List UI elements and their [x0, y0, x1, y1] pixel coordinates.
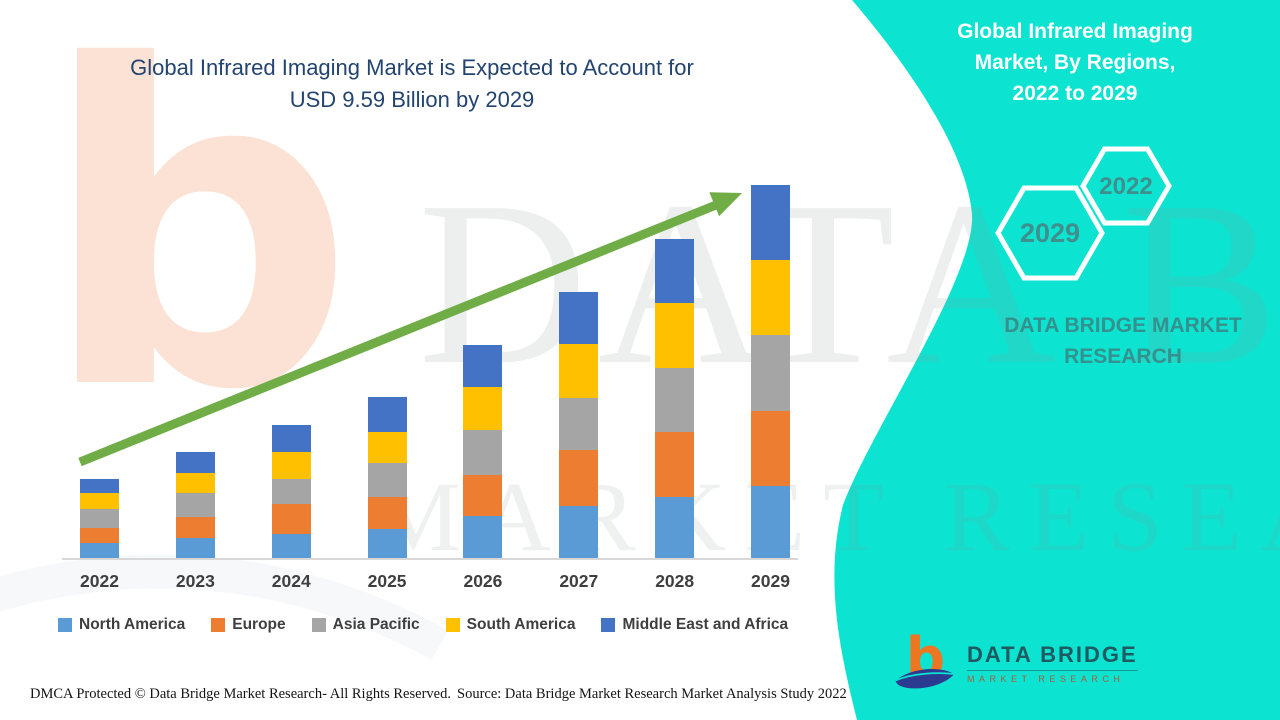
bar-2027-asia-pacific: [559, 397, 599, 450]
panel-title-line1: Global Infrared Imaging: [957, 20, 1193, 43]
legend-label-europe: Europe: [232, 616, 286, 633]
x-axis-label-2026: 2026: [463, 571, 503, 591]
legend-swatch-north-america: [58, 618, 72, 632]
bar-2025-south-america: [367, 431, 407, 464]
legend-swatch-asia-pacific: [311, 618, 326, 632]
watermark-text-line2: MARKET RESEARCH: [372, 461, 1280, 572]
chart-title: Global Infrared Imaging Market is Expect…: [60, 52, 764, 116]
bar-2022-north-america: [80, 542, 119, 558]
legend-item-europe: Europe: [211, 616, 286, 634]
bar-2024-south-america: [271, 452, 311, 480]
x-axis-line: [62, 558, 798, 560]
bar-2027-south-america: [559, 343, 599, 398]
legend-swatch-middle-east-and-africa: [601, 618, 616, 632]
bar-2024-asia-pacific: [271, 479, 311, 504]
legend-swatch-south-america: [445, 618, 460, 632]
legend-label-asia-pacific: Asia Pacific: [332, 616, 420, 633]
legend-item-asia-pacific: Asia Pacific: [311, 616, 420, 634]
legend-item-south-america: South America: [445, 616, 576, 634]
bar-2026-asia-pacific: [463, 430, 503, 476]
legend-swatch-europe: [211, 618, 226, 632]
bar-2029-south-america: [751, 260, 791, 336]
footer-logo-rule: [967, 670, 1138, 671]
bar-2022-south-america: [80, 492, 119, 509]
bar-2023-europe: [175, 517, 215, 539]
bar-2027-north-america: [559, 505, 599, 558]
bar-2028-south-america: [655, 302, 695, 368]
bar-2024-middle-east-and-africa: [271, 425, 311, 453]
bar-2024-north-america: [271, 533, 311, 558]
panel-title-line3: 2022 to 2029: [1012, 82, 1138, 105]
data-bridge-logo-icon: b: [895, 630, 955, 690]
chart-title-line2: USD 9.59 Billion by 2029: [289, 87, 535, 112]
panel-title-line2: Market, By Regions,: [974, 51, 1176, 74]
bar-2025-middle-east-and-africa: [367, 396, 407, 432]
footer-logo: b DATA BRIDGE MARKET RESEARCH: [893, 630, 1138, 696]
legend-item-north-america: North America: [58, 616, 185, 634]
brand-note: DATA BRIDGE MARKET RESEARCH: [1004, 314, 1242, 368]
bar-2022-asia-pacific: [80, 508, 119, 528]
logo-swoosh: [895, 668, 955, 689]
bar-2027-middle-east-and-africa: [559, 291, 599, 344]
bar-2028-asia-pacific: [655, 367, 695, 432]
bar-2026-middle-east-and-africa: [463, 344, 503, 387]
chart-legend: North America Europe Asia Pacific South Ame…: [58, 616, 788, 634]
x-axis-label-2027: 2027: [559, 571, 599, 591]
bar-2029-middle-east-and-africa: [751, 184, 791, 261]
bar-2023-middle-east-and-africa: [175, 452, 215, 474]
logo-swoosh-highlight: [895, 672, 955, 682]
legend-label-middle-east-and-africa: Middle East and Africa: [622, 616, 789, 633]
x-axis-label-2029: 2029: [751, 571, 790, 591]
bar-2026-north-america: [463, 516, 503, 558]
bar-2029-asia-pacific: [751, 335, 791, 411]
x-axis-label-2023: 2023: [175, 571, 215, 591]
bar-2026-europe: [463, 475, 503, 516]
bar-2025-europe: [367, 496, 407, 529]
bar-2028-middle-east-and-africa: [655, 238, 695, 303]
bar-2029-europe: [751, 410, 791, 487]
footer-logo-name: DATA BRIDGE: [967, 642, 1138, 667]
legend-label-north-america: North America: [79, 616, 186, 633]
legend-label-south-america: South America: [466, 616, 576, 633]
source-text: Source: Data Bridge Market Research Mark…: [457, 686, 847, 702]
bar-2028-europe: [655, 431, 695, 497]
x-axis-label-2024: 2024: [271, 571, 311, 591]
bar-2023-asia-pacific: [175, 493, 215, 518]
panel-title: Global Infrared Imaging Market, By Regio…: [935, 16, 1215, 109]
legend-item-middle-east-and-africa: Middle East and Africa: [601, 616, 788, 634]
bar-2025-north-america: [367, 528, 407, 558]
footer-logo-sub: MARKET RESEARCH: [967, 674, 1125, 684]
bar-2023-north-america: [175, 538, 215, 558]
bar-2022-middle-east-and-africa: [80, 478, 119, 493]
bar-2022-europe: [80, 527, 119, 543]
footer-logo-text: DATA BRIDGE MARKET RESEARCH: [967, 642, 1138, 684]
bar-2025-asia-pacific: [367, 463, 407, 497]
dmca-text: DMCA Protected © Data Bridge Market Rese…: [30, 686, 451, 702]
x-axis-label-2022: 2022: [80, 571, 119, 591]
bar-2028-north-america: [655, 496, 695, 558]
bar-2029-north-america: [751, 486, 791, 558]
x-axis-label-2028: 2028: [655, 571, 695, 591]
bar-2026-south-america: [463, 386, 503, 431]
chart-title-line1: Global Infrared Imaging Market is Expect…: [130, 55, 694, 80]
bar-2023-south-america: [175, 473, 215, 494]
x-axis-label-2025: 2025: [367, 571, 407, 591]
bar-2024-europe: [271, 503, 311, 534]
bar-2027-europe: [559, 449, 599, 506]
